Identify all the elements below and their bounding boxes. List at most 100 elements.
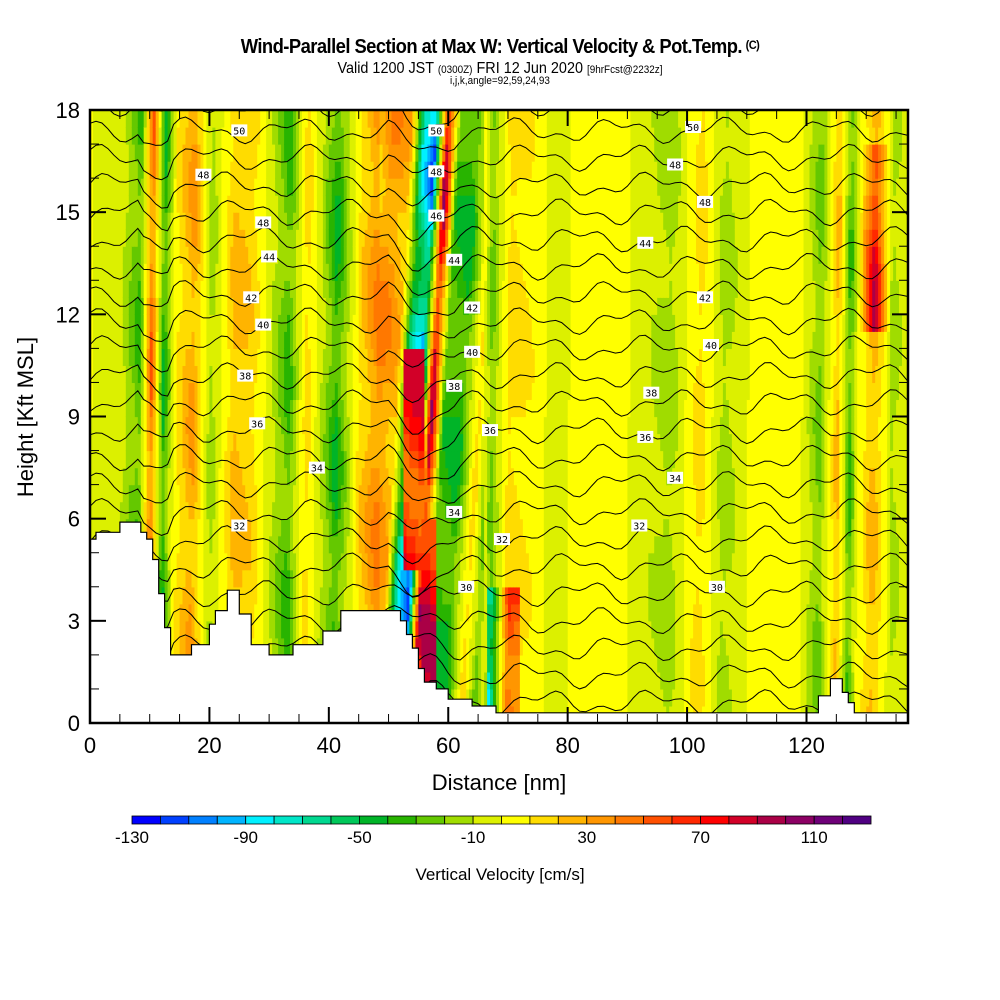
field-cell <box>493 467 497 486</box>
field-cell <box>403 433 408 452</box>
field-cell <box>191 246 196 264</box>
field-cell <box>140 110 145 128</box>
field-cell <box>487 178 491 196</box>
field-cell <box>272 314 276 332</box>
field-cell <box>478 535 482 554</box>
field-cell <box>236 433 240 452</box>
field-cell <box>424 365 428 384</box>
field-cell <box>155 484 160 503</box>
field-cell <box>490 110 494 128</box>
field-cell <box>257 127 261 145</box>
field-cell <box>90 467 94 486</box>
field-cell <box>445 280 449 298</box>
field-cell <box>382 280 387 298</box>
field-cell <box>481 518 485 537</box>
field-cell <box>215 246 219 264</box>
field-cell <box>304 161 309 179</box>
field-cell <box>278 280 282 298</box>
field-cell <box>90 195 94 213</box>
field-cell <box>367 484 372 503</box>
field-cell <box>460 263 464 281</box>
field-cell <box>430 484 434 503</box>
field-cell <box>391 501 396 520</box>
field-cell <box>403 280 408 298</box>
field-cell <box>99 399 103 418</box>
field-cell <box>167 399 172 418</box>
field-cell <box>107 229 112 247</box>
field-cell <box>152 195 157 213</box>
field-cell <box>125 331 130 350</box>
field-cell <box>481 450 485 469</box>
field-cell <box>355 433 360 452</box>
field-cell <box>322 416 327 435</box>
field-cell <box>155 110 160 128</box>
field-cell <box>245 161 249 179</box>
field-cell <box>469 280 473 298</box>
field-cell <box>415 603 419 622</box>
field-cell <box>445 348 449 367</box>
field-cell <box>200 127 205 145</box>
field-cell <box>472 416 476 435</box>
field-cell <box>215 144 219 162</box>
field-cell <box>364 229 369 247</box>
field-cell <box>394 297 399 315</box>
field-cell <box>352 280 357 298</box>
field-cell <box>319 382 324 401</box>
field-cell <box>293 450 297 469</box>
field-cell <box>358 246 363 264</box>
field-cell <box>307 501 312 520</box>
field-cell <box>475 212 479 230</box>
field-cell <box>379 110 384 128</box>
field-cell <box>379 212 384 230</box>
field-cell <box>281 110 285 128</box>
field-cell <box>436 331 440 350</box>
field-cell <box>284 467 288 486</box>
field-cell <box>430 246 434 264</box>
field-cell <box>409 416 413 435</box>
field-cell <box>481 467 485 486</box>
field-cell <box>370 365 375 384</box>
field-cell <box>415 637 419 656</box>
field-cell <box>397 569 402 588</box>
field-cell <box>227 399 231 418</box>
field-cell <box>116 365 121 384</box>
field-cell <box>158 314 163 332</box>
field-cell <box>263 127 267 145</box>
field-cell <box>403 365 408 384</box>
field-cell <box>334 161 339 179</box>
field-cell <box>388 178 393 196</box>
field-cell <box>260 569 264 588</box>
field-cell <box>454 178 458 196</box>
field-cell <box>319 518 324 537</box>
field-cell <box>502 399 506 418</box>
field-cell <box>427 399 431 418</box>
field-cell <box>445 144 449 162</box>
field-cell <box>185 127 190 145</box>
field-cell <box>463 654 467 673</box>
field-cell <box>451 450 455 469</box>
field-cell <box>272 178 276 196</box>
field-cell <box>472 246 476 264</box>
field-cell <box>119 365 124 384</box>
field-cell <box>322 229 327 247</box>
field-cell <box>490 603 494 622</box>
field-cell <box>304 229 309 247</box>
field-cell <box>146 518 151 537</box>
field-cell <box>194 127 199 145</box>
field-cell <box>451 331 455 350</box>
field-cell <box>182 246 187 264</box>
field-cell <box>355 297 360 315</box>
field-cell <box>376 365 381 384</box>
field-cell <box>203 484 207 503</box>
field-cell <box>325 552 330 571</box>
field-cell <box>367 229 372 247</box>
field-cell <box>493 212 497 230</box>
field-cell <box>224 263 228 281</box>
field-cell <box>203 348 207 367</box>
field-cell <box>391 314 396 332</box>
field-cell <box>412 212 416 230</box>
field-cell <box>394 144 399 162</box>
field-cell <box>397 127 402 145</box>
field-cell <box>415 382 419 401</box>
field-cell <box>188 620 193 639</box>
